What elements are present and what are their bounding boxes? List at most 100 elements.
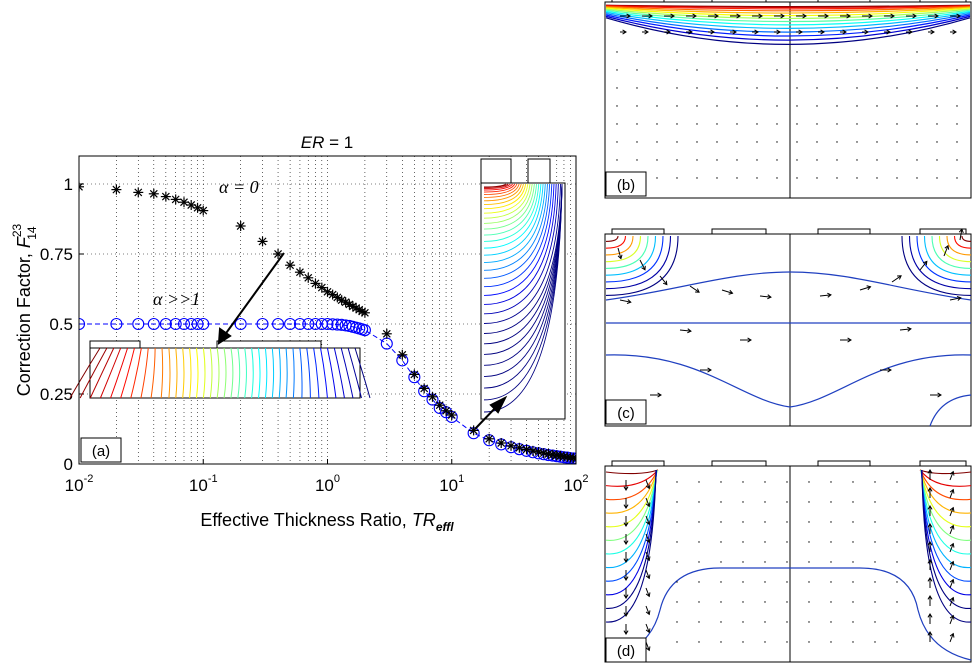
vector-dot (936, 105, 938, 107)
vector-dot (852, 541, 854, 543)
vector-dot (830, 601, 832, 603)
vector-dot (836, 123, 838, 125)
data-point-circle (256, 317, 269, 331)
vector-dot (720, 541, 722, 543)
vector-dot (916, 105, 918, 107)
vector-arrow-head (736, 13, 741, 19)
vector-dot (852, 561, 854, 563)
vector-arrow-head (776, 29, 781, 35)
vector-dot (764, 521, 766, 523)
vector-dot (776, 123, 778, 125)
vector-dot (896, 521, 898, 523)
vector-dot (764, 641, 766, 643)
vector-dot (742, 481, 744, 483)
data-point-asterisk (446, 410, 457, 420)
contour-line (919, 469, 972, 475)
vector-dot (852, 521, 854, 523)
vector-dot (936, 177, 938, 179)
vector-arrow (949, 489, 954, 499)
panel-label-b: (b) (617, 177, 635, 194)
vector-dot (656, 177, 658, 179)
vector-arrow-head (922, 260, 928, 266)
data-point-asterisk (316, 282, 327, 293)
vector-dot (698, 601, 700, 603)
contour-line (931, 235, 972, 269)
vector-dot (698, 541, 700, 543)
contour-line (605, 9, 971, 23)
vector-dot (816, 159, 818, 161)
contour-line (271, 347, 275, 399)
contour-line (483, 183, 511, 189)
contour-line (483, 183, 548, 271)
contour-line (150, 347, 156, 399)
vector-dot (836, 177, 838, 179)
vector-dot (956, 87, 958, 89)
vector-dot (756, 141, 758, 143)
contour-line (605, 17, 971, 45)
contour-line (354, 347, 371, 399)
vector-arrow (943, 245, 949, 257)
vector-dot (876, 159, 878, 161)
vector-dot (936, 159, 938, 161)
contour-line (953, 235, 972, 249)
vector-dot (786, 481, 788, 483)
vector-dot (830, 561, 832, 563)
vector-dot (676, 123, 678, 125)
vector-dot (830, 481, 832, 483)
vector-dot (716, 177, 718, 179)
contour-line (130, 347, 142, 399)
vector-arrow-head (645, 628, 651, 634)
vector-dot (696, 141, 698, 143)
contour-line (919, 469, 972, 487)
vector-dot (636, 141, 638, 143)
vector-arrow-head (623, 486, 629, 491)
vector-dot (786, 621, 788, 623)
contour-line (195, 347, 199, 399)
vector-dot (896, 159, 898, 161)
vector-dot (764, 481, 766, 483)
contour-line (920, 469, 972, 514)
contour-line (605, 14, 971, 37)
vector-arrow (679, 329, 691, 332)
data-point-asterisk (441, 405, 452, 416)
vector-arrow-head (847, 337, 852, 343)
contour-line (483, 183, 563, 413)
vector-arrow (891, 275, 902, 283)
vector-dot (716, 123, 718, 125)
panel-a: ER = 1 10-2 10-1 100 101 102 0 0.25 0.5 0.75 1 (10, 133, 589, 534)
vector-dot (696, 159, 698, 161)
vector-arrow-head (908, 29, 913, 35)
vector-arrow-head (645, 592, 651, 598)
data-point-circle (309, 317, 322, 331)
data-point-asterisk (409, 369, 420, 380)
annotation-alpha-large: α >>1 (153, 289, 200, 309)
data-point-circle (358, 324, 371, 337)
contour-line (202, 347, 206, 399)
panel-label-box-a (80, 437, 122, 463)
data-point-asterisk (427, 391, 438, 402)
vector-dot (698, 621, 700, 623)
vector-dot (764, 621, 766, 623)
vector-arrow-head (866, 285, 872, 291)
vector-dot (796, 51, 798, 53)
contour-line (605, 469, 659, 501)
vector-dot (836, 51, 838, 53)
vector-arrow-head (687, 328, 692, 334)
vector-dot (876, 123, 878, 125)
vector-dot (874, 601, 876, 603)
contour-line (120, 347, 135, 399)
data-point-asterisk (397, 349, 408, 360)
data-point-circle (169, 317, 182, 331)
vector-dot (636, 159, 638, 161)
vector-arrow-head (623, 504, 629, 509)
vector-dot (874, 621, 876, 623)
vector-dot (676, 641, 678, 643)
vector-dot (808, 621, 810, 623)
vector-dot (816, 105, 818, 107)
data-point-circle (234, 317, 247, 331)
contour-line (216, 347, 220, 399)
vector-arrow-head (868, 13, 873, 19)
vector-dot (764, 541, 766, 543)
data-point-asterisk (148, 188, 159, 199)
vector-arrow-head (666, 29, 671, 35)
